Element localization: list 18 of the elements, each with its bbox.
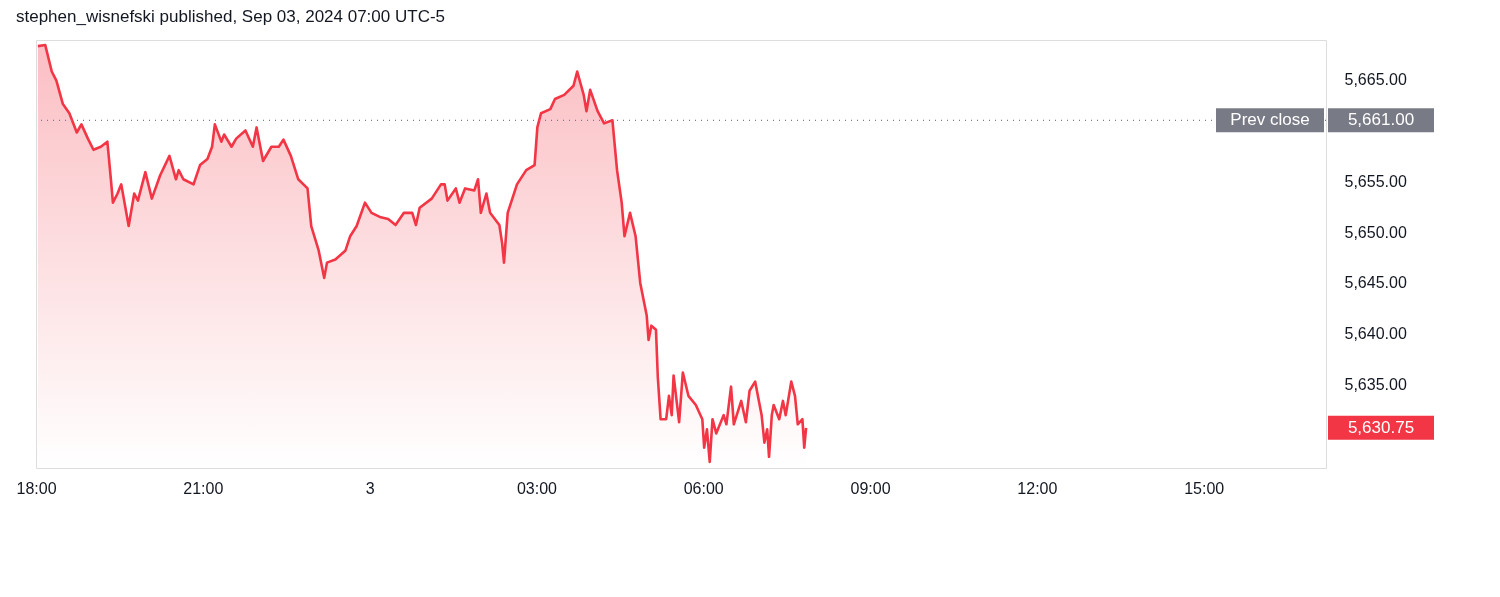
y-tick-label: 5,640.00: [1344, 325, 1407, 343]
y-tick-label: 5,650.00: [1344, 223, 1407, 241]
x-tick-label: 06:00: [683, 479, 724, 497]
y-tick-label: 5,665.00: [1344, 71, 1407, 89]
x-tick-label: 12:00: [1017, 479, 1058, 497]
x-tick-label: 09:00: [850, 479, 891, 497]
chart-title: stephen_wisnefski published, Sep 03, 2024 07:00 UTC-5: [15, 7, 446, 26]
ref-line-label: Prev close: [1230, 110, 1310, 130]
x-tick-label: 03:00: [516, 479, 558, 497]
x-tick-label: 15:00: [1184, 479, 1225, 497]
y-tick-label: 5,635.00: [1344, 376, 1407, 394]
x-tick-label: 21:00: [183, 479, 224, 497]
y-tick-label: 5,655.00: [1344, 172, 1407, 190]
x-tick-label: 18:00: [16, 479, 57, 497]
x-tick-label: 3: [365, 479, 375, 497]
text: 5,630.75: [1347, 417, 1415, 437]
text: 5,661.00: [1347, 110, 1415, 130]
y-tick-label: 5,645.00: [1344, 274, 1407, 292]
